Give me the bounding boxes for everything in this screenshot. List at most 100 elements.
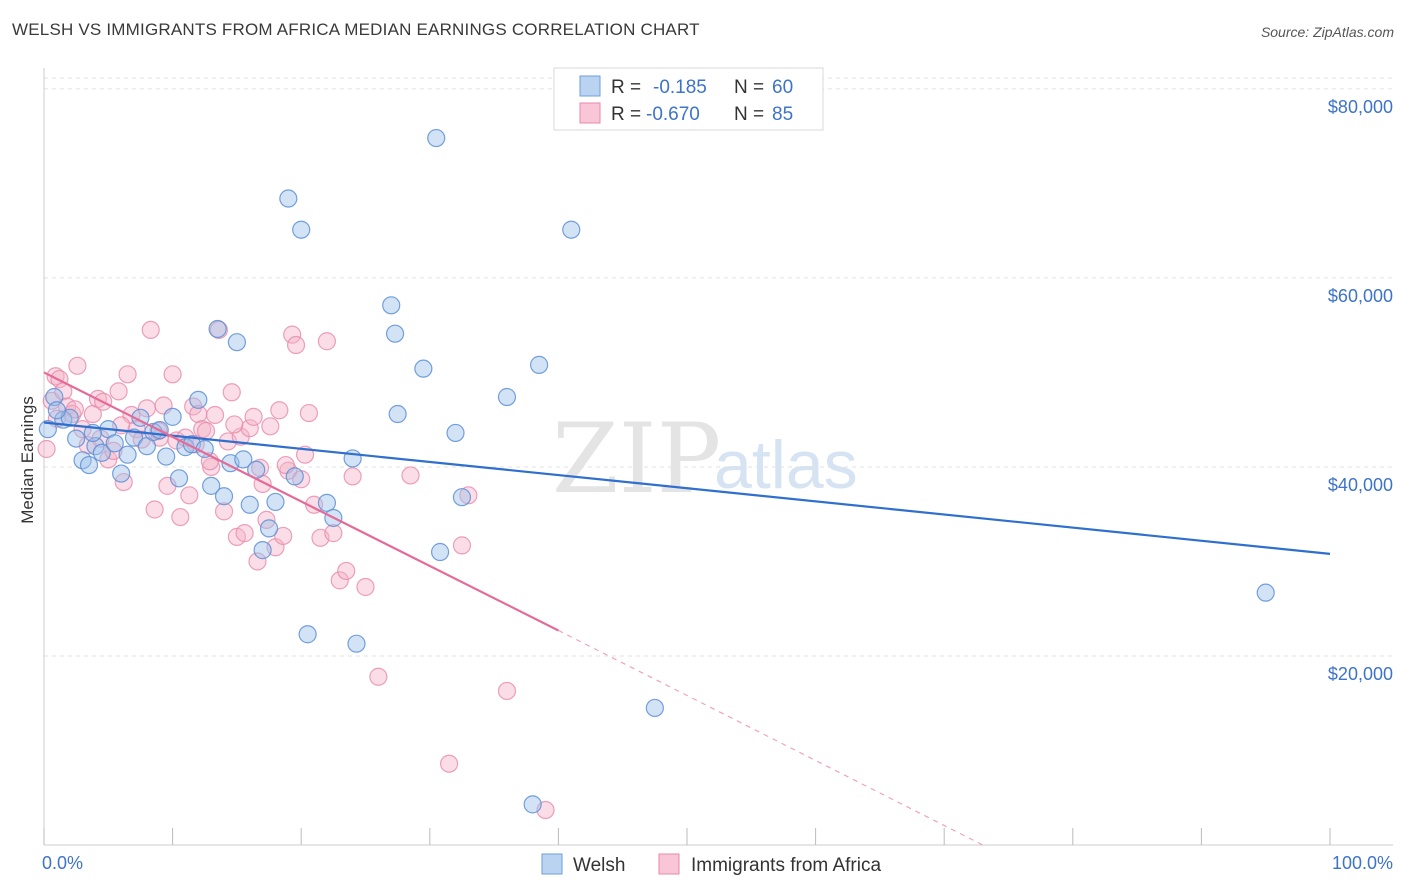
welsh-point <box>347 634 366 653</box>
y-tick-label: $60,000 <box>1328 286 1393 306</box>
welsh-point <box>157 447 176 466</box>
africa-point <box>118 365 137 384</box>
welsh-point <box>414 359 433 378</box>
africa-point <box>205 405 225 425</box>
welsh-point <box>530 355 549 374</box>
africa-trend-extension <box>558 629 984 846</box>
x-tick-labels: 0.0% 100.0% <box>42 853 1393 873</box>
africa-point <box>317 332 337 351</box>
africa-point <box>104 441 123 460</box>
welsh-point <box>112 464 131 483</box>
africa-point <box>244 407 263 426</box>
welsh-point <box>253 541 272 560</box>
welsh-point <box>79 455 99 475</box>
africa-point <box>343 467 362 486</box>
welsh-point <box>86 437 105 456</box>
africa-point <box>324 524 343 543</box>
watermark-atlas: atlas <box>714 427 858 503</box>
welsh-point <box>118 445 137 464</box>
africa-point <box>222 383 241 402</box>
series-africa-points <box>37 320 555 820</box>
welsh-point <box>285 467 304 486</box>
africa-point <box>214 502 234 521</box>
y-tick-label: $80,000 <box>1328 97 1393 117</box>
welsh-point <box>67 429 86 448</box>
welsh-point <box>427 128 446 148</box>
y-tick-label: $40,000 <box>1328 475 1393 495</box>
legend-africa-r-value: -0.670 <box>646 104 700 125</box>
africa-point <box>68 356 87 375</box>
welsh-point <box>452 488 472 507</box>
y-tick-label: $20,000 <box>1328 664 1393 684</box>
bottom-legend: Welsh Immigrants from Africa <box>541 853 881 876</box>
welsh-point <box>562 220 581 239</box>
chart-title: WELSH VS IMMIGRANTS FROM AFRICA MEDIAN E… <box>12 20 700 39</box>
bottom-legend-welsh-swatch <box>541 853 563 875</box>
welsh-point <box>47 401 66 420</box>
africa-point <box>145 500 164 519</box>
welsh-point <box>298 625 317 644</box>
x-tick-label-min: 0.0% <box>42 853 83 873</box>
welsh-point <box>430 542 450 562</box>
legend-welsh-n-label: N = <box>734 77 764 98</box>
legend-welsh-r-label: R = <box>611 77 641 98</box>
axes <box>43 68 1393 846</box>
africa-point <box>261 417 280 436</box>
top-legend: R = -0.185 N = 60 R = -0.670 N = 85 <box>553 67 824 131</box>
welsh-point <box>266 492 285 512</box>
africa-point <box>337 561 356 581</box>
welsh-point <box>163 407 182 426</box>
legend-welsh-n-value: 60 <box>772 77 793 98</box>
africa-point <box>369 667 388 686</box>
source-label: Source: ZipAtlas.com <box>1260 24 1394 40</box>
gridlines <box>44 77 1393 657</box>
africa-point <box>73 420 92 439</box>
welsh-point <box>227 333 246 352</box>
legend-africa-swatch <box>579 102 601 124</box>
africa-point <box>330 571 349 590</box>
africa-point <box>248 552 267 571</box>
welsh-point <box>523 795 542 814</box>
welsh-point <box>292 220 311 239</box>
legend-welsh-swatch <box>579 75 601 97</box>
bottom-legend-africa-label: Immigrants from Africa <box>691 855 881 876</box>
africa-point <box>99 450 118 469</box>
africa-point <box>65 400 84 419</box>
welsh-point <box>234 450 253 469</box>
africa-point <box>439 754 459 773</box>
africa-trend-line <box>43 371 559 632</box>
welsh-point <box>497 387 517 407</box>
africa-point <box>171 507 190 527</box>
welsh-point <box>385 324 405 343</box>
africa-point <box>37 439 56 459</box>
bottom-legend-welsh-label: Welsh <box>573 855 625 876</box>
welsh-point <box>1256 583 1275 602</box>
africa-point <box>163 365 182 384</box>
welsh-point <box>92 443 111 462</box>
africa-point <box>401 466 420 485</box>
welsh-point <box>189 390 208 409</box>
africa-point <box>235 524 254 543</box>
welsh-point <box>45 387 64 407</box>
legend-africa-r-label: R = <box>611 104 641 125</box>
africa-point <box>202 457 221 477</box>
legend-africa-n-label: N = <box>734 104 764 125</box>
welsh-point <box>202 476 221 495</box>
welsh-point <box>317 493 337 512</box>
welsh-point <box>214 487 234 506</box>
africa-point <box>274 526 293 546</box>
welsh-point <box>259 519 279 538</box>
welsh-trend-line <box>43 421 1331 555</box>
y-tick-labels: $20,000 $40,000 $60,000 $80,000 <box>1328 97 1393 684</box>
africa-point <box>180 486 199 505</box>
africa-point <box>452 536 472 555</box>
welsh-point <box>388 404 407 424</box>
welsh-point <box>105 434 124 453</box>
series-welsh-points <box>38 128 1275 814</box>
africa-point <box>459 486 478 505</box>
africa-point <box>286 335 306 355</box>
welsh-point <box>169 469 189 488</box>
y-axis-title: Median Earnings <box>18 396 37 524</box>
welsh-point <box>38 420 57 439</box>
legend-africa-n-value: 85 <box>772 104 793 125</box>
